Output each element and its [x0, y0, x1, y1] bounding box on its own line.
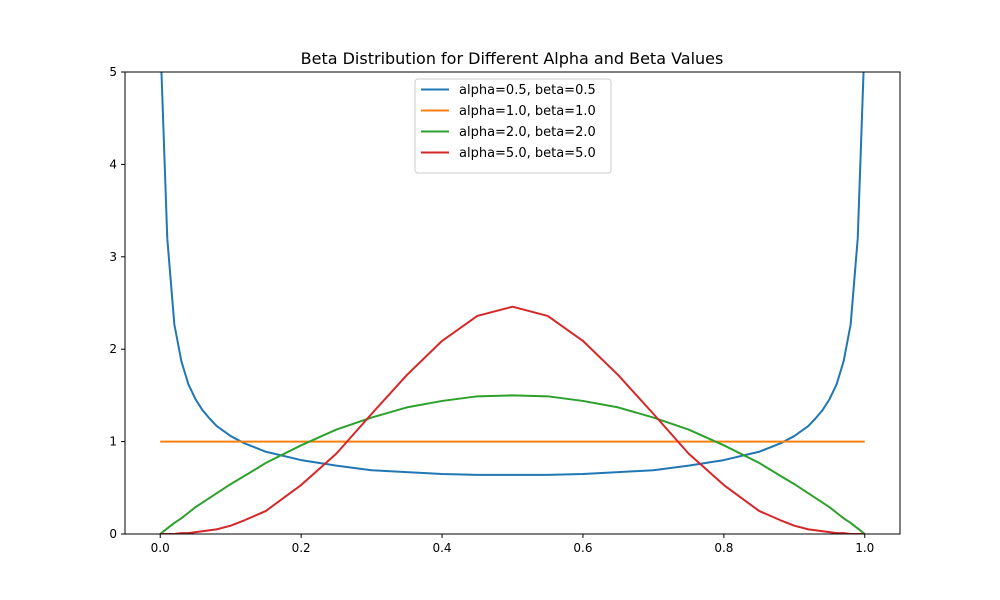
- y-tick-label: 4: [109, 157, 117, 171]
- asymptote-layer: [160, 72, 865, 239]
- chart-title: Beta Distribution for Different Alpha an…: [301, 49, 724, 68]
- series-1-right-asymptote: [856, 72, 865, 239]
- legend-label: alpha=5.0, beta=5.0: [459, 146, 596, 161]
- series-layer: [159, 238, 866, 534]
- x-tick-label: 0.4: [432, 541, 451, 555]
- x-tick-label: 0.0: [151, 541, 170, 555]
- plot-frame: [124, 71, 901, 535]
- y-tick-label: 1: [109, 435, 117, 449]
- y-tick-label: 0: [109, 527, 117, 541]
- series-line-4: [160, 305, 865, 534]
- series-1-left-asymptote: [160, 72, 169, 239]
- x-tick-label: 0.8: [714, 541, 733, 555]
- x-axis: 0.0 0.2 0.4 0.6 0.8 1.0: [151, 534, 874, 555]
- x-tick-label: 0.2: [292, 541, 311, 555]
- x-tick-label: 0.6: [573, 541, 592, 555]
- y-tick-label: 5: [109, 65, 117, 79]
- legend: alpha=0.5, beta=0.5 alpha=1.0, beta=1.0 al…: [414, 78, 612, 174]
- y-tick-label: 2: [109, 342, 117, 356]
- series-line-3: [159, 394, 866, 534]
- legend-label: alpha=2.0, beta=2.0: [459, 125, 596, 140]
- y-tick-label: 3: [109, 250, 117, 264]
- legend-box: [414, 78, 612, 174]
- legend-label: alpha=0.5, beta=0.5: [459, 83, 596, 98]
- legend-label: alpha=1.0, beta=1.0: [459, 104, 596, 119]
- series-line-1: [166, 238, 859, 476]
- x-tick-label: 1.0: [855, 541, 874, 555]
- y-axis: 0 1 2 3 4 5: [109, 65, 125, 541]
